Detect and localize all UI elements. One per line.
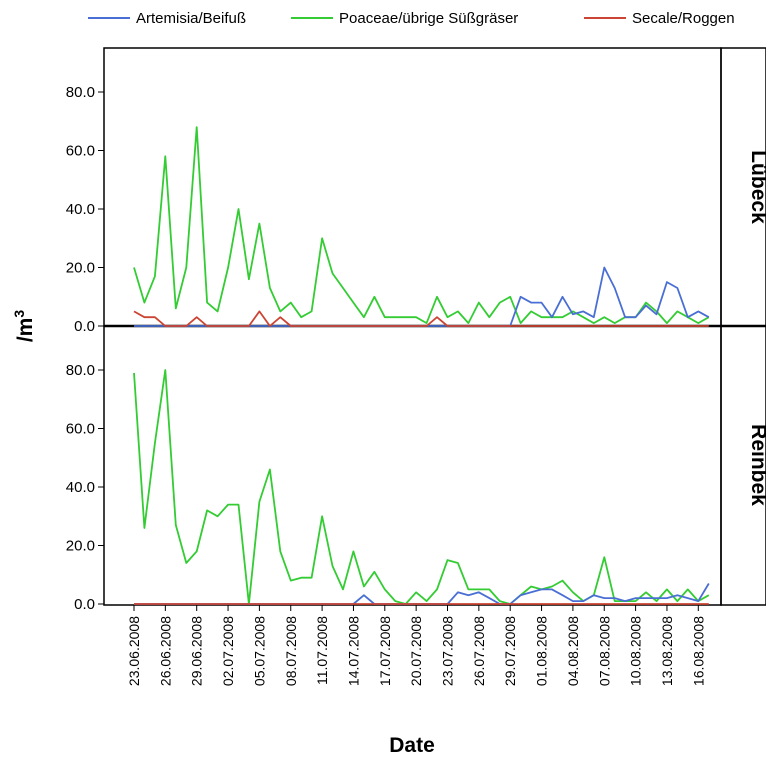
x-tick-label: 26.06.2008	[157, 616, 173, 686]
y-tick-label-luebeck: 80.0	[66, 84, 95, 101]
y-axis-title-superscript: 3	[11, 310, 27, 318]
y-tick-label-reinbek: 0.0	[74, 596, 95, 613]
y-tick-label-reinbek: 60.0	[66, 421, 95, 438]
panel-label-reinbek: Reinbek	[747, 424, 766, 506]
y-axis-title-main: /m	[14, 318, 37, 343]
x-tick-label: 10.08.2008	[628, 616, 644, 686]
panel-label-luebeck: Lübeck	[747, 150, 766, 224]
x-tick-label: 02.07.2008	[220, 616, 236, 686]
y-tick-label-reinbek: 40.0	[66, 479, 95, 496]
panel-frame-reinbek	[103, 325, 722, 606]
legend: Artemisia/Beifuß Poaceae/übrige Süßgräse…	[88, 10, 735, 27]
x-tick-label: 04.08.2008	[565, 616, 581, 686]
y-tick-label-luebeck: 20.0	[66, 260, 95, 277]
x-tick-label: 23.07.2008	[440, 616, 456, 686]
series-line-luebeck-poaceae-brige-s-gr-ser	[133, 126, 710, 325]
legend-label-secale: Secale/Roggen	[632, 10, 735, 27]
y-tick-label-luebeck: 60.0	[66, 143, 95, 160]
x-tick-label: 13.08.2008	[659, 616, 675, 686]
x-tick-label: 14.07.2008	[345, 616, 361, 686]
y-axis: 0.0 20.0 40.0 60.0 80.0 0.0 20.0 40.0 60.0 80.0	[66, 84, 104, 613]
y-tick-label-luebeck: 0.0	[74, 318, 95, 335]
y-tick-label-reinbek: 20.0	[66, 538, 95, 555]
y-axis-title: /m3	[11, 310, 37, 343]
y-tick-label-luebeck: 40.0	[66, 201, 95, 218]
series-line-reinbek-artemisia-beifu	[134, 583, 710, 605]
panel-frame-luebeck	[103, 47, 722, 327]
y-tick-label-reinbek: 80.0	[66, 362, 95, 379]
x-tick-label: 29.06.2008	[189, 616, 205, 686]
x-tick-label: 16.08.2008	[690, 616, 706, 686]
x-tick-label: 08.07.2008	[283, 616, 299, 686]
x-tick-label: 11.07.2008	[314, 616, 330, 685]
legend-label-poaceae: Poaceae/übrige Süßgräser	[339, 10, 518, 27]
x-tick-label: 20.07.2008	[408, 616, 424, 686]
x-tick-label: 26.07.2008	[471, 616, 487, 686]
x-tick-label: 29.07.2008	[502, 616, 518, 686]
x-tick-label: 01.08.2008	[534, 616, 550, 686]
y-axis-title-text: /m3	[11, 310, 37, 343]
series-lines	[133, 126, 710, 605]
legend-label-artemisia: Artemisia/Beifuß	[136, 10, 246, 27]
x-tick-label: 17.07.2008	[377, 616, 393, 686]
x-axis: 23.06.2008 26.06.2008 29.06.2008 02.07.2008…	[126, 605, 706, 686]
series-line-luebeck-artemisia-beifu	[134, 266, 710, 327]
series-line-reinbek-poaceae-brige-s-gr-ser	[133, 369, 710, 605]
x-tick-label: 05.07.2008	[251, 616, 267, 686]
x-axis-title: Date	[389, 734, 435, 757]
series-line-luebeck-secale-roggen	[133, 310, 709, 327]
x-tick-label: 23.06.2008	[126, 616, 142, 686]
x-tick-label: 07.08.2008	[596, 616, 612, 686]
